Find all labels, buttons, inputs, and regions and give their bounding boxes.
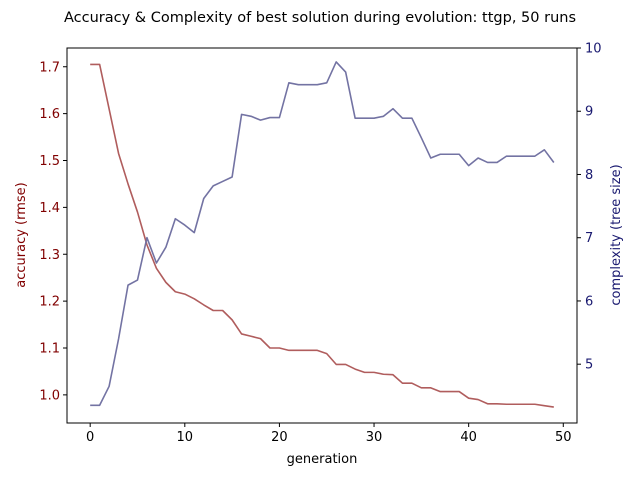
y-right-tick-label: 5: [585, 358, 593, 373]
y-axis-left: 1.0 1.1 1.2 1.3 1.4 1.5 1.6 1.7: [39, 60, 67, 403]
y-left-tick-label: 1.6: [39, 107, 60, 122]
y-left-tick-label: 1.7: [39, 60, 60, 75]
series-line-left-axis: [90, 63, 554, 408]
series-layer: [90, 61, 555, 408]
x-tick-label: 0: [86, 430, 94, 445]
y-left-tick-label: 1.2: [39, 295, 60, 310]
plot-frame: [66, 47, 578, 424]
chart-title: Accuracy & Complexity of best solution d…: [64, 10, 576, 26]
y-axis-right: 5 6 7 8 9 10: [577, 42, 602, 373]
series-line-right-axis: [90, 61, 555, 407]
y-left-tick-label: 1.5: [39, 154, 60, 169]
y-right-tick-label: 6: [585, 294, 593, 309]
y-right-tick-label: 8: [585, 168, 593, 183]
y-axis-left-label: accuracy (rmse): [14, 182, 29, 287]
y-right-tick-label: 10: [585, 42, 602, 57]
y-left-tick-label: 1.3: [39, 248, 60, 263]
y-right-tick-label: 9: [585, 105, 593, 120]
y-left-tick-label: 1.1: [39, 342, 60, 357]
x-axis-label: generation: [287, 452, 358, 467]
x-tick-label: 30: [366, 430, 383, 445]
y-right-tick-label: 7: [585, 231, 593, 246]
x-tick-label: 10: [177, 430, 194, 445]
x-tick-label: 40: [460, 430, 477, 445]
x-axis: 0 10 20 30 40 50: [86, 423, 572, 445]
x-tick-label: 20: [271, 430, 288, 445]
y-left-tick-label: 1.4: [39, 201, 60, 216]
y-axis-right-label: complexity (tree size): [609, 164, 624, 305]
x-tick-label: 50: [555, 430, 572, 445]
y-left-tick-label: 1.0: [39, 388, 60, 403]
